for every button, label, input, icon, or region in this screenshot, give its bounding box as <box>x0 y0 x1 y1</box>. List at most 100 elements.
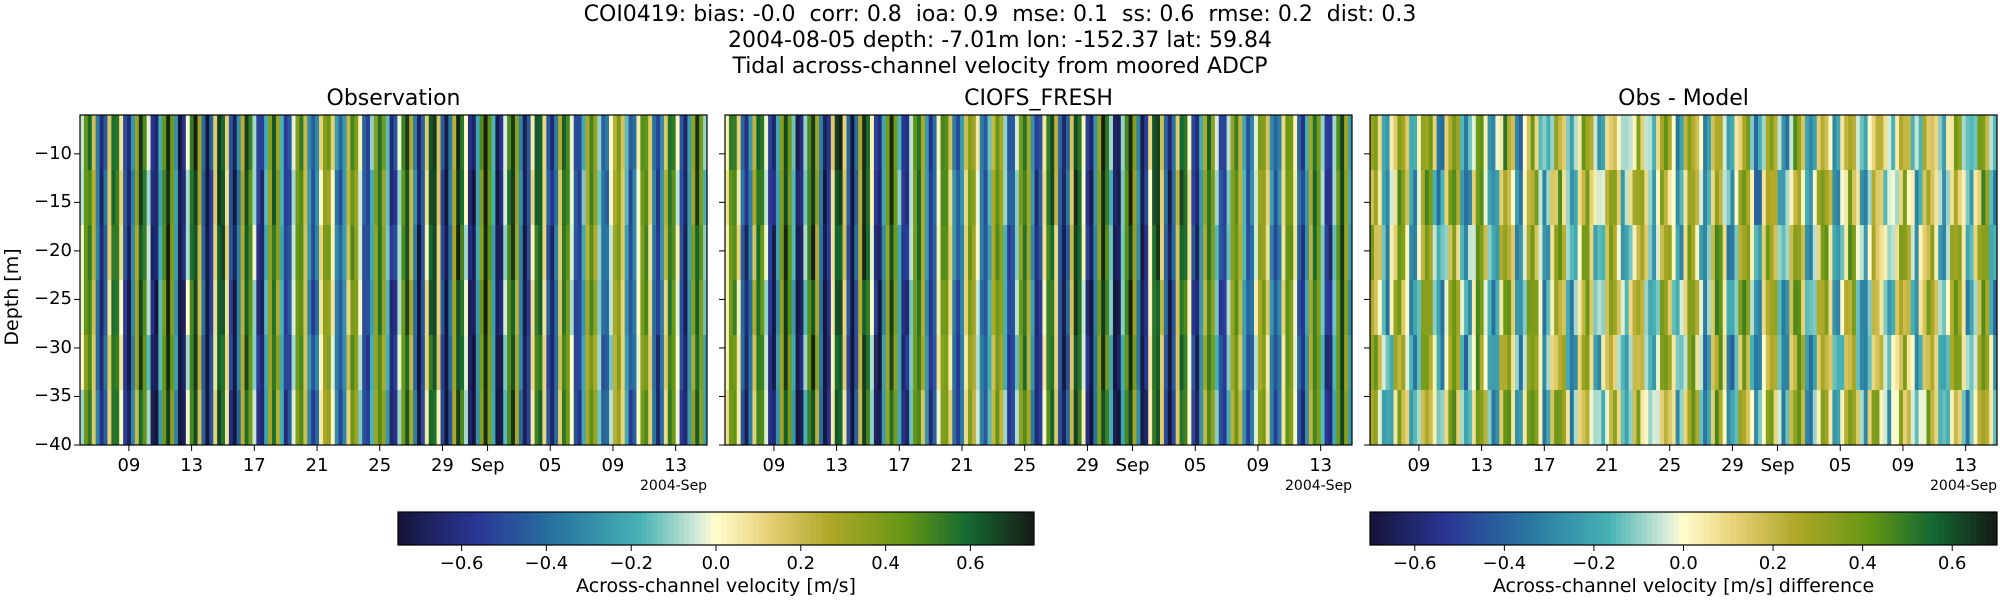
heatmap-cell <box>1081 170 1086 226</box>
heatmap-cell <box>679 280 684 336</box>
heatmap-cell <box>350 170 355 226</box>
heatmap-cell <box>1440 115 1445 171</box>
heatmap-cell <box>1159 225 1165 281</box>
heatmap-cell <box>1914 390 1920 446</box>
heatmap-cell <box>1183 225 1188 281</box>
heatmap-cell <box>1581 280 1586 336</box>
heatmap-cell <box>1769 170 1775 226</box>
heatmap-cell <box>1569 280 1575 336</box>
colorbar-segment <box>816 512 823 545</box>
heatmap-cell <box>558 335 563 391</box>
heatmap-cell <box>893 390 898 446</box>
heatmap-cell <box>1069 390 1075 446</box>
colorbar-segment <box>737 512 743 545</box>
heatmap-cell <box>1316 335 1322 391</box>
heatmap-cell <box>787 225 793 281</box>
heatmap-cell <box>272 170 277 226</box>
heatmap-cell <box>1171 280 1177 336</box>
colorbar-segment <box>795 512 802 545</box>
colorbar-segment <box>1814 512 1820 545</box>
colorbar-segment <box>1819 512 1826 545</box>
heatmap-cell <box>683 225 688 281</box>
heatmap-cell <box>924 170 930 226</box>
heatmap-cell <box>1503 280 1508 336</box>
heatmap-cell <box>593 335 598 391</box>
heatmap-cell <box>562 170 567 226</box>
heatmap-cell <box>772 335 777 391</box>
heatmap-cell <box>91 225 97 281</box>
colorbar-segment <box>1824 512 1831 545</box>
heatmap-cell <box>1234 390 1239 446</box>
heatmap-cell <box>1156 225 1161 281</box>
heatmap-cell <box>1859 115 1865 171</box>
heatmap-cell <box>272 280 277 336</box>
heatmap-cell <box>760 225 765 281</box>
heatmap-cell <box>815 170 820 226</box>
heatmap-cell <box>873 280 879 336</box>
heatmap-cell <box>1124 225 1130 281</box>
heatmap-cell <box>307 390 312 446</box>
heatmap-cell <box>1581 390 1586 446</box>
heatmap-cell <box>514 225 520 281</box>
heatmap-cell <box>1140 115 1145 171</box>
heatmap-cell <box>1750 335 1755 391</box>
heatmap-cell <box>1128 225 1133 281</box>
heatmap-cell <box>369 280 375 336</box>
heatmap-cell <box>464 170 469 226</box>
heatmap-cell <box>1816 115 1822 171</box>
heatmap-cell <box>1101 280 1106 336</box>
heatmap-cell <box>503 170 508 226</box>
heatmap-cell <box>177 170 183 226</box>
colorbar-segment <box>1641 512 1648 545</box>
heatmap-cell <box>123 335 128 391</box>
heatmap-cell <box>1663 115 1669 171</box>
heatmap-cell <box>1018 280 1024 336</box>
heatmap-cell <box>1007 280 1012 336</box>
heatmap-cell <box>154 225 159 281</box>
heatmap-cell <box>1207 335 1212 391</box>
heatmap-cell <box>1495 335 1500 391</box>
heatmap-cell <box>244 225 249 281</box>
panel-frame <box>79 114 708 446</box>
heatmap-cell <box>1797 225 1802 281</box>
heatmap-cell <box>1953 225 1959 281</box>
colorbar-segment <box>472 512 478 545</box>
colorbar-segment <box>1887 512 1893 545</box>
heatmap-cell <box>593 115 598 171</box>
heatmap-cell <box>881 170 887 226</box>
heatmap-cell <box>1714 170 1720 226</box>
heatmap-cell <box>1922 170 1927 226</box>
heatmap-cell <box>260 280 265 336</box>
heatmap-cell <box>554 115 559 171</box>
x-tick-label: 29 <box>1075 455 1099 476</box>
heatmap-cell <box>369 390 375 446</box>
heatmap-cell <box>83 115 89 171</box>
heatmap-cell <box>1222 115 1227 171</box>
y-tick-label: −25 <box>34 288 72 310</box>
heatmap-cell <box>1452 280 1457 336</box>
heatmap-cell <box>119 170 124 226</box>
heatmap-cell <box>663 115 669 171</box>
heatmap-cell <box>1785 335 1790 391</box>
heatmap-cell <box>1328 170 1333 226</box>
heatmap-cell <box>748 390 753 446</box>
heatmap-cell <box>1906 170 1912 226</box>
heatmap-cell <box>150 115 155 171</box>
heatmap-cell <box>346 280 351 336</box>
heatmap-cell <box>1609 280 1614 336</box>
heatmap-cell <box>1479 335 1485 391</box>
heatmap-cell <box>609 225 614 281</box>
heatmap-cell <box>1526 170 1532 226</box>
heatmap-cell <box>1624 170 1630 226</box>
colorbar-segment <box>806 512 812 545</box>
heatmap-cell <box>385 280 390 336</box>
heatmap-cell <box>1397 170 1402 226</box>
heatmap-cell <box>893 280 898 336</box>
heatmap-cell <box>967 225 973 281</box>
heatmap-cell <box>1348 390 1353 446</box>
heatmap-cell <box>1089 115 1094 171</box>
heatmap-cell <box>1808 280 1814 336</box>
heatmap-cell <box>1073 115 1079 171</box>
heatmap-cell <box>1417 170 1422 226</box>
heatmap-cell <box>795 225 800 281</box>
